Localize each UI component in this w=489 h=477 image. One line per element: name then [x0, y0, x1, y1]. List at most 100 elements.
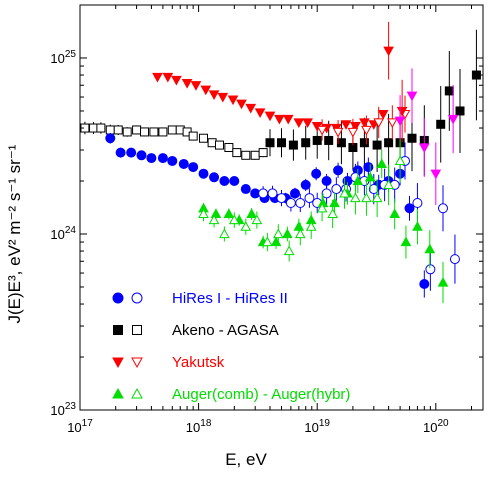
data-point [336, 138, 346, 148]
data-layer [80, 21, 481, 304]
data-point [361, 125, 372, 136]
data-point [412, 221, 423, 231]
x-tick-label: 1018 [186, 418, 212, 435]
data-point [96, 123, 106, 133]
data-point [105, 133, 116, 144]
data-point [449, 254, 460, 265]
data-point [240, 221, 252, 231]
data-point [258, 148, 268, 158]
plot-frame [79, 4, 484, 411]
data-point [200, 85, 212, 96]
data-point [227, 95, 239, 106]
data-point [293, 118, 305, 129]
data-point [394, 116, 406, 127]
data-point [361, 192, 372, 203]
data-point [364, 171, 376, 182]
data-point [274, 114, 285, 125]
data-point [295, 197, 306, 208]
data-point [389, 208, 401, 219]
data-point [219, 228, 230, 239]
data-point [198, 208, 209, 219]
data-point [276, 193, 287, 204]
data-point [294, 228, 306, 239]
data-point [246, 208, 257, 219]
legend-marker-filled [112, 292, 124, 304]
data-point [132, 125, 142, 135]
data-point [241, 150, 251, 160]
data-point [115, 147, 126, 158]
data-point [304, 193, 315, 204]
data-point [240, 184, 251, 195]
data-point [207, 138, 217, 148]
data-point [281, 228, 293, 239]
x-tick-label: 1019 [304, 418, 330, 435]
legend-label: HiRes I - HiRes II [172, 290, 288, 307]
data-point [229, 176, 240, 187]
data-point [316, 125, 328, 136]
legend-marker-filled [112, 387, 124, 399]
legend-marker-filled [112, 357, 124, 369]
data-point [424, 243, 436, 254]
data-point [171, 75, 182, 86]
data-point [321, 188, 332, 199]
data-point [301, 138, 311, 148]
data-point [327, 208, 339, 219]
data-point [208, 214, 220, 225]
data-point [438, 203, 449, 214]
data-point [350, 192, 361, 203]
x-tick-label: 1020 [423, 418, 449, 435]
legend-marker-open [131, 357, 143, 369]
x-tick-label: 1017 [67, 418, 93, 435]
data-point [359, 118, 370, 129]
data-point [425, 264, 436, 275]
data-point [140, 127, 150, 137]
data-point [282, 114, 294, 125]
data-point [331, 184, 342, 195]
data-point [285, 197, 296, 208]
data-point [412, 197, 423, 208]
data-point [373, 118, 385, 129]
axes-layer: 1017 1018 1019 1020 1023 1024 1025 [50, 4, 484, 435]
legend-label: Yakutsk [172, 354, 225, 371]
data-point [447, 114, 459, 125]
data-point [251, 214, 263, 225]
data-point [418, 143, 430, 154]
data-point [283, 245, 295, 256]
data-point [386, 118, 398, 129]
data-point [122, 127, 132, 137]
data-point [384, 138, 394, 148]
data-point [270, 236, 282, 247]
data-point [146, 153, 157, 164]
data-point [258, 188, 269, 199]
data-point [372, 140, 382, 150]
data-point [262, 236, 273, 247]
y-axis-title: J(E)E³, eV² m⁻² s⁻¹ sr⁻¹ [5, 144, 24, 323]
legend-label: Auger(comb) - Auger(hybr) [172, 386, 350, 403]
data-point [232, 148, 242, 158]
data-point [254, 108, 266, 119]
y-tick-label: 1023 [50, 401, 76, 418]
data-point [224, 143, 234, 153]
data-point [288, 140, 298, 150]
data-point [219, 176, 230, 187]
data-point [236, 99, 247, 110]
data-point [264, 111, 276, 122]
data-point [149, 127, 159, 137]
data-point [406, 91, 418, 102]
data-point [126, 147, 137, 158]
data-point [363, 162, 374, 173]
data-point [316, 202, 328, 213]
data-point [430, 169, 442, 180]
data-point [419, 278, 430, 289]
data-point [404, 203, 415, 214]
data-point [277, 138, 286, 148]
data-point [383, 179, 394, 190]
data-point [305, 221, 317, 231]
data-point [347, 127, 359, 138]
data-point [157, 153, 168, 164]
data-point [89, 123, 99, 133]
data-point [188, 162, 199, 173]
data-point [376, 158, 388, 169]
data-point [437, 276, 449, 287]
data-point [245, 103, 257, 114]
